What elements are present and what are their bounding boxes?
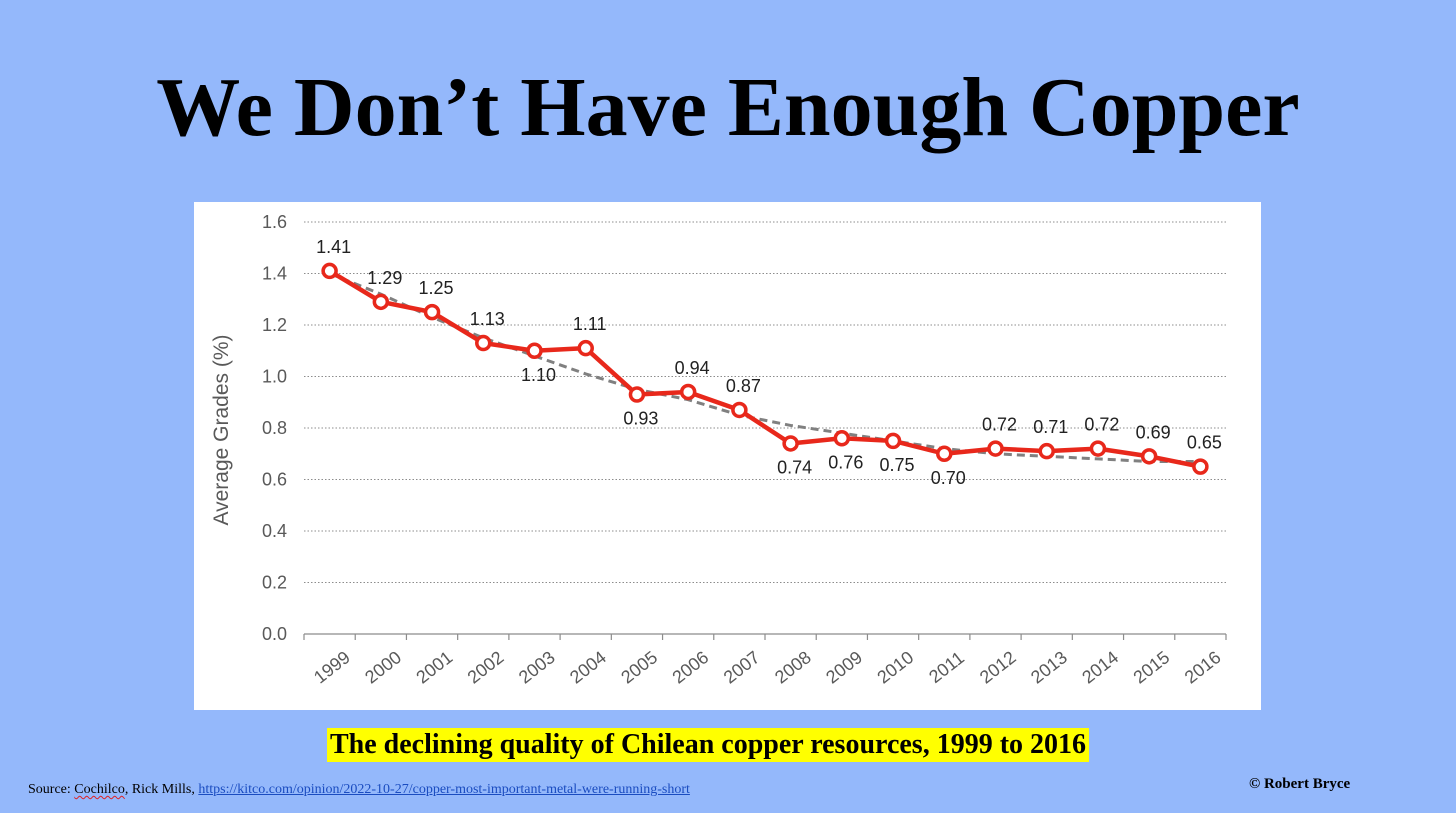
x-tick-label: 2005 — [617, 647, 661, 687]
grade-line — [328, 268, 1201, 469]
data-label: 0.69 — [1136, 422, 1171, 442]
y-tick-label: 1.2 — [262, 315, 287, 335]
data-label: 1.13 — [470, 309, 505, 329]
chart-caption: The declining quality of Chilean copper … — [327, 728, 1090, 762]
grade-point — [423, 303, 441, 321]
grade-point — [884, 432, 902, 450]
grade-point — [936, 445, 953, 462]
x-tick-label: 2016 — [1181, 647, 1225, 687]
data-label: 0.72 — [1084, 415, 1119, 435]
x-tick-label: 2000 — [361, 647, 405, 687]
data-label: 1.11 — [573, 314, 607, 334]
y-tick-label: 1.6 — [262, 212, 287, 232]
grade-point — [577, 339, 594, 357]
data-label: 0.74 — [777, 457, 812, 477]
x-tick-label: 2013 — [1027, 647, 1071, 687]
grade-point — [526, 342, 543, 359]
grade-point — [1192, 458, 1209, 475]
grade-series — [321, 262, 1209, 475]
x-tick-label: 2011 — [925, 647, 968, 687]
x-tick-label: 2008 — [771, 647, 815, 687]
trend-line — [329, 272, 1201, 463]
copyright-notice: © Robert Bryce — [1249, 776, 1351, 792]
data-label: 0.94 — [675, 358, 710, 378]
data-label: 0.65 — [1187, 433, 1222, 453]
gridlines — [304, 221, 1226, 583]
x-tick-label: 2009 — [822, 647, 866, 687]
grade-point — [679, 383, 697, 401]
source-first-author: Cochilco — [74, 782, 125, 797]
y-tick-label: 0.4 — [262, 521, 287, 541]
y-tick-label: 0.6 — [262, 470, 287, 490]
grade-point — [321, 262, 338, 280]
data-label: 1.25 — [419, 278, 454, 298]
data-label: 1.10 — [521, 365, 556, 385]
data-label: 1.29 — [367, 268, 402, 288]
y-tick-label: 1.0 — [262, 367, 287, 387]
data-label: 1.41 — [316, 237, 351, 257]
y-tick-label: 0.0 — [262, 624, 287, 644]
grade-point — [1089, 440, 1107, 457]
grade-point — [372, 293, 390, 311]
grade-point — [1140, 448, 1158, 465]
data-label: 0.70 — [931, 468, 966, 488]
x-tick-label: 2015 — [1130, 647, 1174, 687]
grade-point — [731, 401, 748, 419]
trend-series — [329, 272, 1201, 463]
source-rest: , Rick Mills, — [124, 782, 199, 797]
grade-point — [1038, 442, 1055, 460]
data-label: 0.75 — [880, 455, 915, 475]
data-label: 0.72 — [982, 415, 1017, 435]
y-tick-label: 0.2 — [262, 573, 287, 593]
grade-point — [475, 334, 492, 352]
data-labels: 1.41 1.29 1.25 1.13 1.10 1.11 0.93 0.94 0.87 0.74… — [316, 237, 1222, 488]
x-tick-label: 2012 — [976, 647, 1020, 687]
slide-title: We Don’t Have Enough Copper — [156, 61, 1300, 154]
x-tick-label: 2004 — [566, 647, 610, 687]
grade-point — [987, 440, 1004, 457]
data-label: 0.76 — [828, 452, 863, 472]
grade-point — [782, 435, 799, 452]
x-tick-label: 2006 — [669, 647, 713, 687]
data-label: 0.93 — [623, 409, 658, 429]
chart-panel: 0.0 0.2 0.4 0.6 0.8 1.0 1.2 1.4 1.6 1999 2000 2001 2… — [194, 202, 1261, 710]
x-tick-label: 2002 — [464, 647, 508, 687]
data-label: 0.71 — [1033, 417, 1068, 437]
source-link[interactable]: https://kitco.com/opinion/2022-10-27/cop… — [198, 782, 690, 797]
y-axis-title: Average Grades (%) — [210, 334, 233, 525]
source-prefix: Source — [28, 782, 67, 797]
source-colon: : — [66, 782, 75, 797]
x-tick-label: 2010 — [873, 647, 917, 687]
x-tick-label: 2001 — [412, 647, 456, 687]
y-tick-label: 1.4 — [262, 264, 287, 284]
x-tick-label: 2014 — [1078, 647, 1122, 687]
source-line: Source: Cochilco, Rick Mills, https://ki… — [28, 782, 690, 798]
grade-point — [628, 386, 646, 403]
data-label: 0.87 — [726, 376, 761, 396]
grade-point — [833, 430, 851, 447]
x-tick-label: 2003 — [515, 647, 559, 687]
x-tick-label: 2007 — [720, 647, 764, 687]
y-tick-label: 0.8 — [262, 418, 287, 438]
x-tick-label: 1999 — [310, 647, 354, 687]
